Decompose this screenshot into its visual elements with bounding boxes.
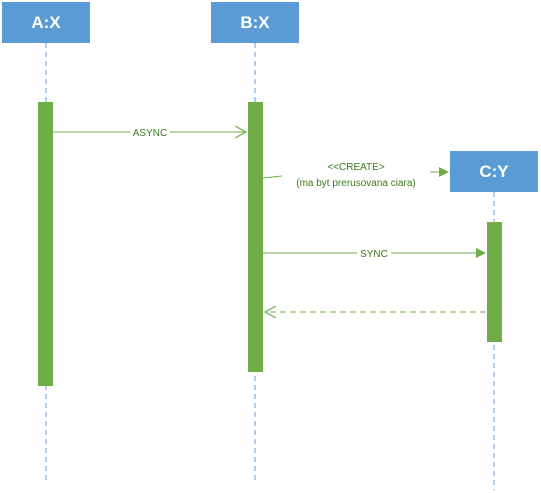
message-create-line <box>262 175 283 179</box>
activation-bar-b[interactable] <box>248 102 263 372</box>
message-async[interactable]: ASYNC <box>53 126 246 139</box>
message-sync-label-bg <box>357 247 391 259</box>
activation-bar-a[interactable] <box>38 102 53 386</box>
lifeline-a-head[interactable]: A:X <box>2 2 90 43</box>
lifeline-c-label: C:Y <box>479 162 509 181</box>
message-create-label-stereotype: <<CREATE> <box>327 162 384 173</box>
message-create-label-note: (ma byt prerusovana ciara) <box>296 178 416 189</box>
message-async-label: ASYNC <box>133 128 167 139</box>
message-sync-label: SYNC <box>360 249 388 260</box>
message-create[interactable]: <<CREATE> (ma byt prerusovana ciara) <box>262 162 449 189</box>
lifeline-b-label: B:X <box>240 13 270 32</box>
lifeline-a-box <box>2 2 90 43</box>
lifeline-b-box <box>211 2 299 43</box>
lifeline-a-label: A:X <box>31 13 61 32</box>
message-sync[interactable]: SYNC <box>263 247 486 260</box>
message-async-label-bg <box>130 126 170 138</box>
lifeline-b-head[interactable]: B:X <box>211 2 299 43</box>
lifeline-c-box <box>450 151 538 192</box>
activation-bar-c[interactable] <box>487 222 502 342</box>
lifeline-c-head[interactable]: C:Y <box>450 151 538 192</box>
